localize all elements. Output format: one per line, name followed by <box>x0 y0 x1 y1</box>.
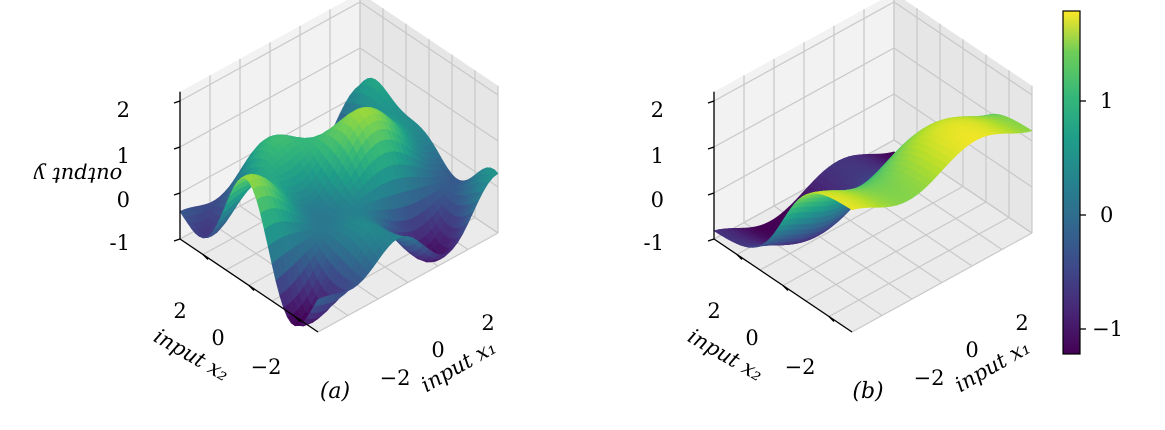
x2-tick-mark <box>202 254 209 260</box>
grid-line <box>359 47 499 142</box>
z-tick-mark <box>707 100 715 104</box>
z-tick-label: 1 <box>651 144 664 168</box>
x2-tick-label: 2 <box>173 299 186 323</box>
x2-tick-mark <box>828 316 835 322</box>
x1-tick-label: 2 <box>481 311 494 335</box>
grid-line <box>179 1 361 102</box>
grid-line <box>713 93 895 194</box>
surface-facet <box>847 205 858 211</box>
x2-tick-label: 0 <box>211 326 224 350</box>
z-tick-label: -1 <box>644 231 664 255</box>
panel-a-zlabel: output y <box>33 163 123 187</box>
x1-tick-label: 2 <box>1015 311 1028 335</box>
panel-a-label: (a) <box>320 379 350 404</box>
colorbar-tick-label: −1 <box>1092 317 1123 341</box>
surface-facet <box>313 296 324 307</box>
z-tick-label: 0 <box>651 188 664 212</box>
x2-tick-mark <box>736 254 743 260</box>
x2-tick-label: 0 <box>745 326 758 350</box>
panel-b-label: (b) <box>852 379 883 404</box>
grid-line <box>713 47 895 148</box>
z-tick-mark <box>173 238 181 242</box>
z-tick-label: -1 <box>110 231 130 255</box>
panel-b-axes-box <box>713 0 1033 333</box>
z-tick-label: 1 <box>117 144 130 168</box>
z-tick-mark <box>707 146 715 150</box>
x2-tick-label: −2 <box>785 355 816 379</box>
colorbar-gradient <box>1062 10 1081 355</box>
grid-line <box>893 1 1033 96</box>
grid-line <box>359 1 499 96</box>
colorbar-tick-label: 0 <box>1100 203 1113 227</box>
z-tick-mark <box>707 238 715 242</box>
colorbar-tick-label: 1 <box>1100 89 1113 113</box>
x1-tick-label: −2 <box>380 366 411 390</box>
x1-tick-label: 0 <box>965 338 978 362</box>
z-tick-label: 2 <box>117 98 130 122</box>
x1-tick-label: −2 <box>914 366 945 390</box>
x1-tick-label: 0 <box>431 338 444 362</box>
x2-tick-mark <box>782 285 789 291</box>
panel-a-surface <box>179 77 499 327</box>
panel-b-axes: -1 0 1 2 −2 0 2 −2 0 2 <box>644 91 1029 390</box>
z-tick-mark <box>173 192 181 196</box>
x2-tick-label: 2 <box>707 299 720 323</box>
panel-a-axes: -1 0 1 2 −2 0 2 −2 0 2 <box>110 91 495 390</box>
x2-tick-mark <box>248 285 255 291</box>
x2-tick-label: −2 <box>251 355 282 379</box>
grid-line <box>713 1 895 102</box>
z-tick-label: 0 <box>117 188 130 212</box>
z-tick-label: 2 <box>651 98 664 122</box>
x2-tick-mark <box>294 316 301 322</box>
z-tick-mark <box>707 192 715 196</box>
panel-b-xlabel: input x₁ <box>951 335 1035 397</box>
colorbar: 1 0 −1 <box>1062 10 1123 355</box>
grid-line <box>179 47 361 148</box>
panel-a-xlabel: input x₁ <box>417 335 501 397</box>
z-tick-mark <box>173 146 181 150</box>
z-tick-mark <box>173 100 181 104</box>
panel-b-surface <box>713 113 1033 248</box>
